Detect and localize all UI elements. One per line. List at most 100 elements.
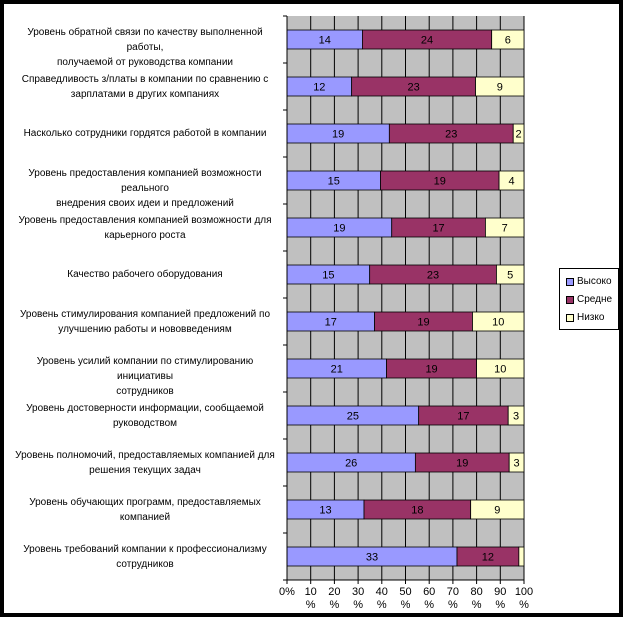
x-tick-number: 60 (423, 586, 436, 598)
data-label: 23 (445, 129, 457, 141)
category-label: Справедливость з/платы в компании по сра… (10, 72, 280, 102)
stacked-bar-chart: 14 24 6 12 23 9 19 23 2 15 19 4 19 17 7 15 23 5 17 19 10 21 19… (4, 4, 619, 613)
category-label-line: Уровень требований компании к профессион… (23, 543, 267, 555)
data-label: 12 (482, 552, 494, 564)
data-label: 17 (325, 317, 337, 329)
x-tick-number: 10 (304, 586, 317, 598)
category-label: Насколько сотрудники гордятся работой в … (10, 126, 280, 141)
bar-segment-Низко-9 (507, 405, 525, 426)
data-label: 15 (328, 176, 340, 188)
legend-swatch (566, 278, 574, 286)
data-label: 17 (432, 223, 444, 235)
data-label: 10 (492, 317, 504, 329)
category-label-line: компанией (119, 511, 171, 523)
data-label: 7 (502, 223, 508, 235)
x-tick-label: 10% (296, 586, 326, 612)
category-label: Уровень предоставления компанией возможн… (10, 213, 280, 243)
category-label: Уровень обратной связи по качеству выпол… (10, 25, 280, 70)
data-label: 19 (333, 223, 345, 235)
x-tick-percent: % (424, 599, 435, 611)
x-tick-percent: % (376, 599, 387, 611)
data-label: 3 (514, 458, 520, 470)
x-tick-label: 60% (414, 586, 444, 612)
legend-swatch (566, 314, 574, 322)
data-label: 23 (427, 270, 439, 282)
x-tick-number: 50 (399, 586, 412, 598)
chart-frame: 14 24 6 12 23 9 19 23 2 15 19 4 19 17 7 15 23 5 17 19 10 21 19… (4, 4, 619, 613)
category-label-line: Качество рабочего оборудования (67, 269, 223, 280)
category-label-line: решения текущих задач (89, 464, 201, 476)
x-tick-number: 0% (279, 586, 295, 598)
x-tick-percent: % (329, 599, 340, 611)
x-tick-label: 20% (319, 586, 349, 612)
x-tick-percent: % (519, 599, 529, 611)
x-tick-percent: % (448, 599, 458, 611)
x-tick-label: 70% (438, 586, 468, 612)
data-label: 19 (332, 129, 344, 141)
x-tick-label: 40% (367, 586, 397, 612)
data-label: 19 (425, 364, 437, 376)
data-label: 2 (516, 129, 522, 141)
bar-segment-Низко-4 (498, 170, 525, 191)
data-label: 10 (494, 364, 506, 376)
x-tick-label: 100% (509, 586, 539, 612)
x-tick-percent: % (471, 599, 482, 611)
category-label-line: сотрудников (116, 385, 174, 397)
bar-segment-Низко-12 (518, 546, 525, 567)
x-tick-percent: % (305, 599, 316, 611)
legend-label: Средне (577, 294, 613, 305)
data-label: 24 (421, 35, 433, 47)
data-label: 5 (507, 270, 513, 282)
x-tick-percent: % (495, 599, 506, 611)
x-tick-number: 70 (446, 586, 460, 598)
category-label: Качество рабочего оборудования (10, 267, 280, 282)
data-label: 12 (313, 82, 325, 94)
category-label-line: Уровень достоверности информации, сообща… (26, 402, 264, 414)
category-label-line: Справедливость з/платы в компании по сра… (21, 73, 269, 85)
bar-segment-Низко-10 (508, 452, 525, 473)
data-label: 21 (331, 364, 343, 376)
x-tick-number: 90 (494, 586, 507, 598)
data-label: 19 (456, 458, 468, 470)
data-label: 18 (411, 505, 423, 517)
category-label: Уровень полномочий, предоставляемых комп… (10, 448, 280, 478)
x-tick-percent: % (400, 599, 411, 611)
x-tick-number: 80 (470, 586, 483, 598)
category-label-line: Уровень усилий компании по стимулировани… (36, 355, 254, 382)
category-label: Уровень усилий компании по стимулировани… (10, 354, 280, 399)
data-label: 26 (345, 458, 357, 470)
category-label-line: Уровень стимулирования компанией предлож… (19, 308, 271, 320)
bar-segment-Низко-7 (472, 311, 525, 332)
data-label: 3 (513, 411, 519, 423)
category-label: Уровень стимулирования компанией предлож… (10, 307, 280, 337)
x-tick-label: 80% (462, 586, 492, 612)
x-tick-percent: % (353, 599, 363, 611)
x-tick-label: 0% (272, 586, 302, 599)
data-label: 9 (494, 505, 500, 517)
category-label-line: Уровень полномочий, предоставляемых комп… (15, 449, 275, 461)
x-tick-number: 20 (328, 586, 341, 598)
category-label-line: Уровень обратной связи по качеству выпол… (27, 26, 263, 53)
category-label: Уровень обучающих программ, предоставляе… (10, 495, 280, 525)
category-label-line: Уровень предоставления компанией возможн… (28, 167, 262, 194)
data-label: 14 (319, 35, 331, 47)
data-label: 9 (497, 82, 503, 94)
category-label-line: внедрения своих идеи и предложений (56, 197, 234, 209)
category-label-line: Насколько сотрудники гордятся работой в … (23, 128, 267, 139)
category-label-line: зарплатами в других компаниях (70, 88, 220, 100)
bar-segment-Низко-11 (470, 499, 525, 520)
category-label: Уровень достоверности информации, сообща… (10, 401, 280, 431)
category-label: Уровень требований компании к профессион… (10, 542, 280, 572)
x-tick-number: 100 (514, 586, 534, 598)
bar-segment-Низко-5 (485, 217, 525, 238)
data-label: 6 (505, 35, 511, 47)
x-tick-label: 90% (485, 586, 515, 612)
category-label-line: карьерного роста (104, 229, 186, 241)
x-tick-label: 50% (391, 586, 421, 612)
data-label: 33 (366, 552, 378, 564)
legend-swatch (566, 296, 574, 304)
category-label: Уровень предоставления компанией возможн… (10, 166, 280, 211)
legend-label: Высоко (577, 276, 612, 287)
category-label-line: сотрудников (116, 558, 174, 570)
category-label-line: руководством (112, 417, 178, 429)
